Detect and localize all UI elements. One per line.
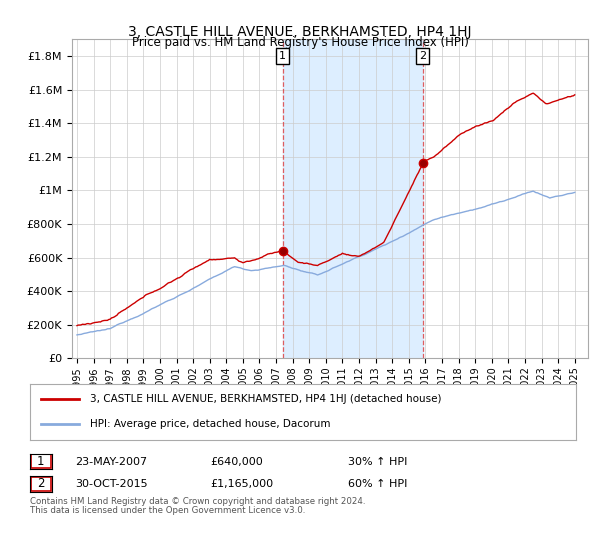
- Text: Contains HM Land Registry data © Crown copyright and database right 2024.: Contains HM Land Registry data © Crown c…: [30, 497, 365, 506]
- Text: 60% ↑ HPI: 60% ↑ HPI: [348, 479, 407, 489]
- Text: This data is licensed under the Open Government Licence v3.0.: This data is licensed under the Open Gov…: [30, 506, 305, 515]
- Text: Price paid vs. HM Land Registry's House Price Index (HPI): Price paid vs. HM Land Registry's House …: [131, 36, 469, 49]
- Text: 1: 1: [37, 455, 44, 468]
- Text: 30% ↑ HPI: 30% ↑ HPI: [348, 457, 407, 467]
- Text: HPI: Average price, detached house, Dacorum: HPI: Average price, detached house, Daco…: [90, 419, 331, 430]
- Text: 30-OCT-2015: 30-OCT-2015: [75, 479, 148, 489]
- Text: 2: 2: [37, 477, 44, 491]
- Text: £1,165,000: £1,165,000: [210, 479, 273, 489]
- Text: 23-MAY-2007: 23-MAY-2007: [75, 457, 147, 467]
- Text: 1: 1: [279, 51, 286, 61]
- Text: 3, CASTLE HILL AVENUE, BERKHAMSTED, HP4 1HJ (detached house): 3, CASTLE HILL AVENUE, BERKHAMSTED, HP4 …: [90, 394, 442, 404]
- Text: 2: 2: [419, 51, 426, 61]
- Text: £640,000: £640,000: [210, 457, 263, 467]
- Bar: [283, 39, 422, 358]
- Text: 3, CASTLE HILL AVENUE, BERKHAMSTED, HP4 1HJ: 3, CASTLE HILL AVENUE, BERKHAMSTED, HP4 …: [128, 25, 472, 39]
